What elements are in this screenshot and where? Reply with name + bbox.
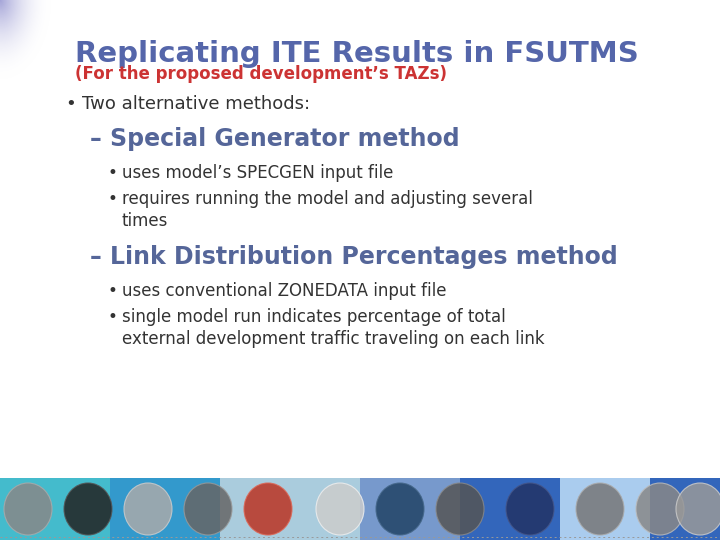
Bar (110, 478, 220, 540)
Text: uses conventional ZONEDATA input file: uses conventional ZONEDATA input file (122, 282, 446, 300)
Ellipse shape (576, 483, 624, 535)
Text: Replicating ITE Results in FSUTMS: Replicating ITE Results in FSUTMS (75, 40, 639, 68)
Bar (460, 478, 560, 540)
Ellipse shape (436, 483, 484, 535)
Text: (For the proposed development’s TAZs): (For the proposed development’s TAZs) (75, 65, 447, 83)
Text: •: • (108, 190, 118, 208)
Ellipse shape (184, 483, 232, 535)
Ellipse shape (506, 483, 554, 535)
Text: uses model’s SPECGEN input file: uses model’s SPECGEN input file (122, 164, 393, 182)
Bar (0, 478, 110, 540)
Ellipse shape (4, 483, 52, 535)
Text: – Link Distribution Percentages method: – Link Distribution Percentages method (90, 245, 618, 269)
Text: – Special Generator method: – Special Generator method (90, 127, 459, 151)
Text: •: • (108, 164, 118, 182)
Ellipse shape (316, 483, 364, 535)
Bar (360, 478, 460, 540)
Text: single model run indicates percentage of total: single model run indicates percentage of… (122, 308, 505, 326)
Ellipse shape (676, 483, 720, 535)
Text: •: • (65, 95, 76, 113)
Text: times: times (122, 212, 168, 230)
Ellipse shape (244, 483, 292, 535)
Text: requires running the model and adjusting several: requires running the model and adjusting… (122, 190, 533, 208)
Bar (220, 478, 360, 540)
Ellipse shape (376, 483, 424, 535)
Text: external development traffic traveling on each link: external development traffic traveling o… (122, 330, 544, 348)
Bar (650, 478, 720, 540)
Text: Two alternative methods:: Two alternative methods: (82, 95, 310, 113)
Text: •: • (108, 308, 118, 326)
Bar (560, 478, 650, 540)
Text: •: • (108, 282, 118, 300)
Ellipse shape (124, 483, 172, 535)
Ellipse shape (64, 483, 112, 535)
Ellipse shape (636, 483, 684, 535)
